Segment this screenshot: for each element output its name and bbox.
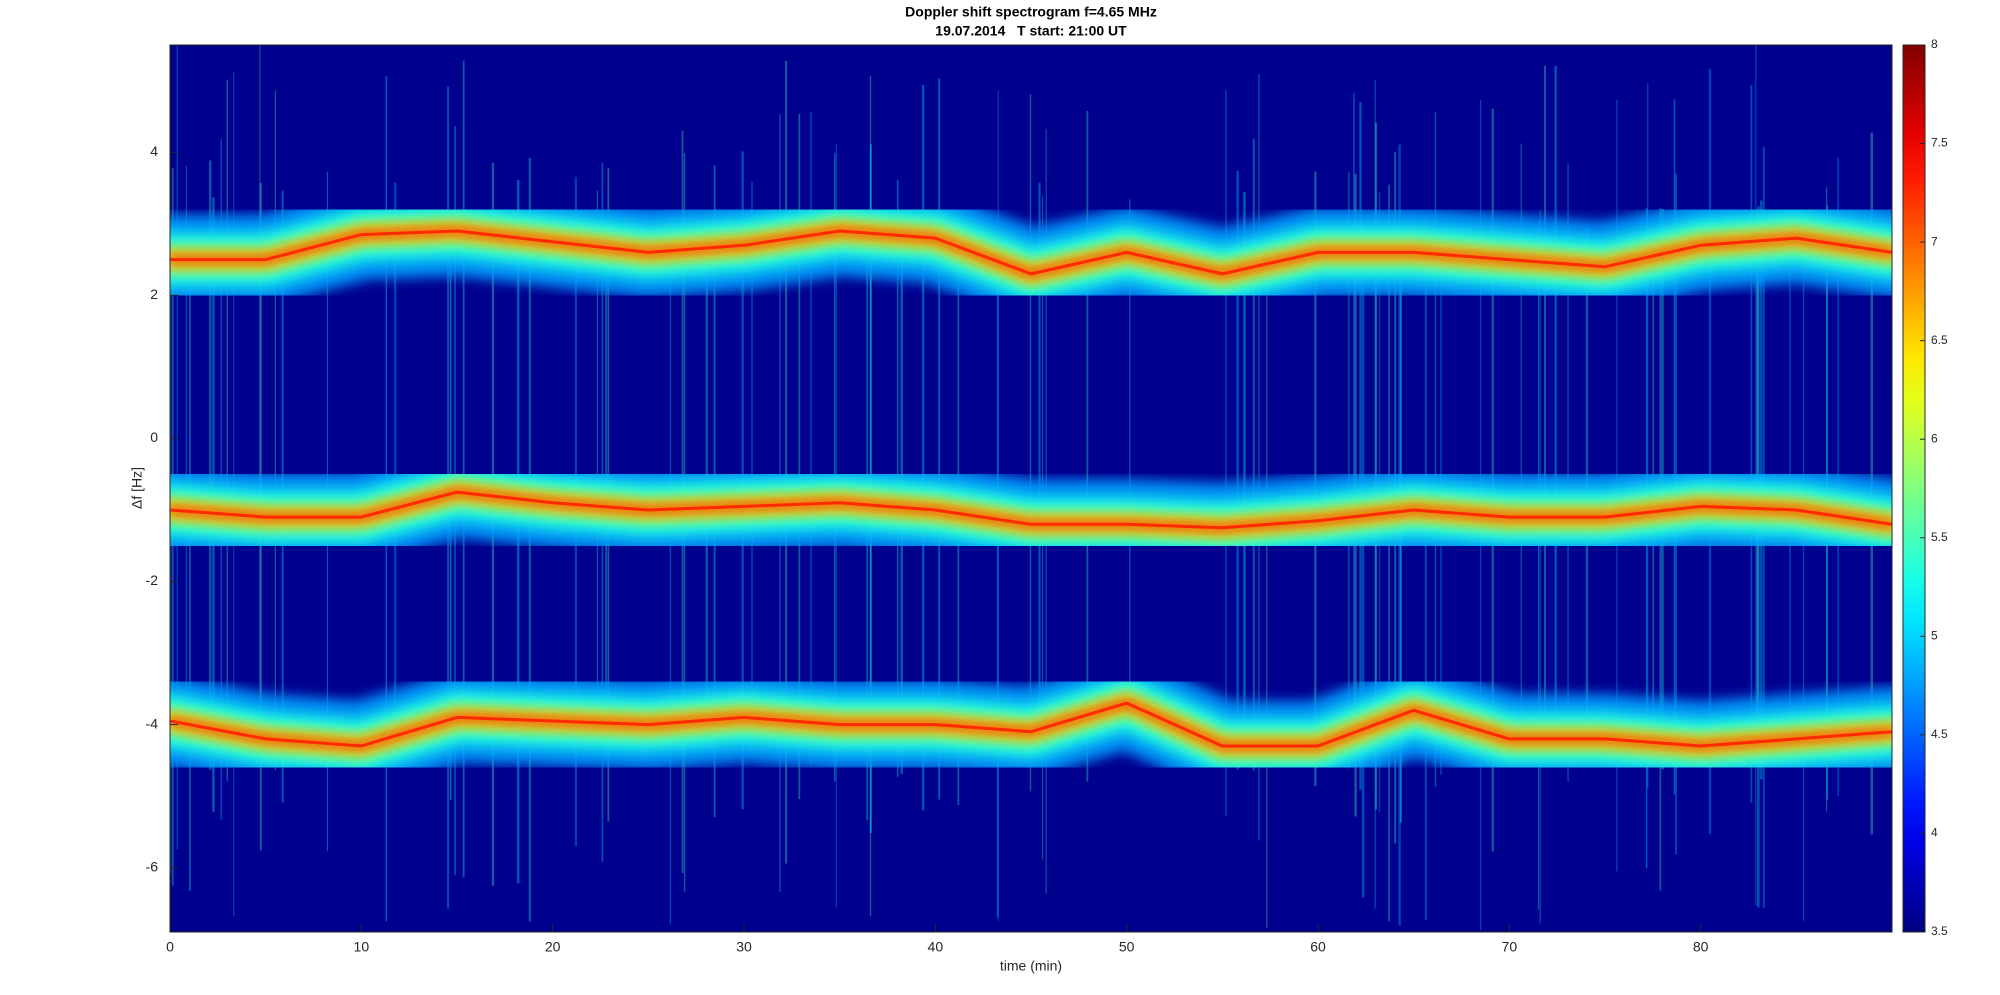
colorbar-tick-label: 5 (1931, 629, 1938, 643)
y-tick-label: -6 (146, 858, 159, 874)
colorbar-tick-label: 3.5 (1931, 924, 1948, 938)
colorbar-tick-label: 7 (1931, 234, 1938, 248)
x-tick-label: 60 (1310, 939, 1326, 955)
x-axis-label: time (min) (1000, 958, 1062, 974)
colorbar-tick-label: 4.5 (1931, 727, 1948, 741)
trace-line (170, 701, 1892, 748)
colorbar-tick-label: 6.5 (1931, 333, 1948, 347)
x-tick-label: 40 (928, 939, 944, 955)
trace-line (170, 490, 1892, 530)
x-tick-label: 20 (545, 939, 561, 955)
y-tick-label: -4 (146, 715, 159, 731)
colorbar-tick-label: 4 (1931, 826, 1938, 840)
x-tick-label: 70 (1502, 939, 1518, 955)
colorbar-tick-label: 6 (1931, 431, 1938, 445)
x-tick-label: 10 (354, 939, 370, 955)
chart-subtitle: 19.07.2014 T start: 21:00 UT (935, 23, 1127, 39)
spectrogram (170, 45, 1892, 930)
colorbar (1902, 44, 1926, 933)
x-tick-label: 30 (736, 939, 752, 955)
colorbar-tick-label: 8 (1931, 37, 1938, 51)
y-axis-label: Δf [Hz] (129, 467, 145, 509)
trace-line (170, 229, 1892, 276)
colorbar-tick-label: 5.5 (1931, 530, 1948, 544)
y-tick-label: 0 (150, 429, 158, 445)
y-tick-label: -2 (146, 572, 159, 588)
colorbar-tick-label: 7.5 (1931, 136, 1948, 150)
y-tick-label: 2 (150, 286, 158, 302)
y-tick-label: 4 (150, 143, 158, 159)
chart-title: Doppler shift spectrogram f=4.65 MHz (905, 4, 1157, 20)
plot-frame (169, 44, 1893, 933)
x-tick-label: 80 (1693, 939, 1709, 955)
x-tick-label: 0 (166, 939, 174, 955)
x-tick-label: 50 (1119, 939, 1135, 955)
